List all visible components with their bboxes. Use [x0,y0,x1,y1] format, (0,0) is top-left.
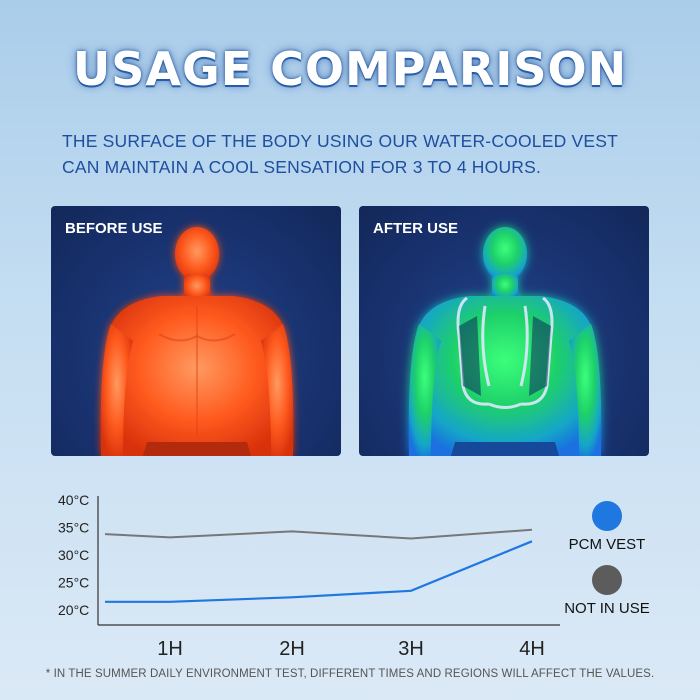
y-tick-label: 20°C [58,602,89,618]
pcm-vest-legend-label: PCM VEST [568,536,646,553]
hot-body-image [100,227,294,456]
x-tick-label: 3H [398,638,424,660]
y-tick-label: 30°C [58,547,89,563]
vest-outline [456,296,554,409]
before-use-label: BEFORE USE [65,220,163,237]
after-use-panel: AFTER USE [359,206,649,456]
before-use-panel: BEFORE USE [51,206,341,456]
pcm-vest-legend-dot [592,501,622,531]
temperature-chart-svg: 20°C 25°C 30°C 35°C 40°C 1H 2H 3H 4H [58,492,560,660]
y-tick-label: 40°C [58,492,89,508]
x-tick-label: 4H [519,638,545,660]
subtitle-line-2: CAN MAINTAIN A COOL SENSATION FOR 3 TO 4… [62,157,542,177]
x-tick-label: 2H [279,638,305,660]
y-tick-label: 35°C [58,520,89,536]
not-in-use-series-line [104,528,533,540]
footnote: * IN THE SUMMER DAILY ENVIRONMENT TEST, … [45,668,655,680]
page-title: USAGE COMPARISON [72,42,628,96]
not-in-use-legend-label: NOT IN USE [564,600,650,617]
not-in-use-legend-dot [592,565,622,595]
subtitle-line-1: THE SURFACE OF THE BODY USING OUR WATER-… [62,131,619,151]
subtitle: THE SURFACE OF THE BODY USING OUR WATER-… [62,128,662,180]
after-use-label: AFTER USE [373,220,459,237]
cool-body-image [408,227,602,456]
temperature-chart: 20°C 25°C 30°C 35°C 40°C 1H 2H 3H 4H PCM VEST N… [0,470,700,670]
x-tick-label: 1H [157,638,183,660]
pcm-vest-series-line [105,540,533,603]
y-tick-label: 25°C [58,575,89,591]
